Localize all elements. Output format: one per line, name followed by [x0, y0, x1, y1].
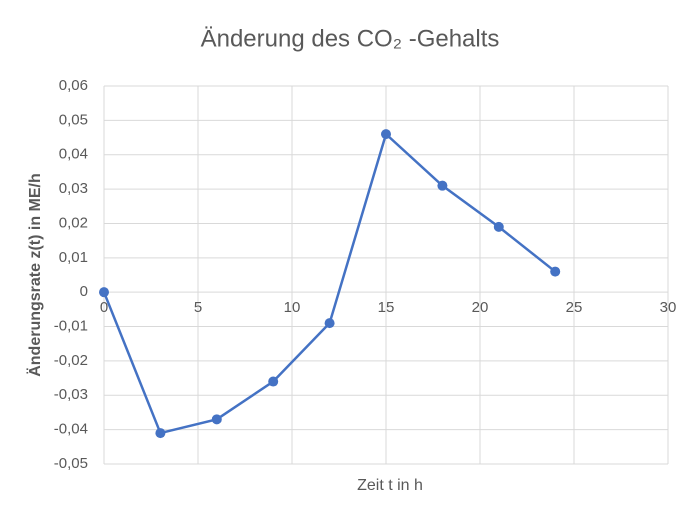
x-tick-label: 20 [472, 299, 489, 316]
y-tick-label: -0,04 [54, 421, 88, 438]
data-point [155, 428, 166, 439]
data-point [550, 266, 561, 277]
data-point [381, 129, 391, 140]
y-tick-label: 0 [80, 283, 88, 300]
x-tick-label: 0 [100, 299, 108, 316]
y-tick-label: -0,01 [54, 318, 88, 335]
y-tick-label: 0,01 [59, 249, 88, 266]
data-point [268, 376, 279, 387]
data-point [324, 318, 335, 329]
x-axis-label: Zeit t in h [357, 477, 423, 494]
x-tick-label: 30 [660, 299, 677, 316]
y-tick-label: 0,06 [59, 77, 88, 94]
y-tick-label: 0,04 [59, 146, 88, 163]
x-tick-label: 25 [566, 299, 583, 316]
x-tick-label: 5 [194, 299, 202, 316]
chart-title: Änderung des CO₂ -Gehalts [201, 25, 500, 52]
y-tick-label: -0,03 [54, 386, 88, 403]
data-point [211, 414, 222, 425]
x-tick-label: 10 [284, 299, 301, 316]
x-tick-label: 15 [378, 299, 395, 316]
data-point [437, 180, 448, 191]
y-tick-label: -0,05 [54, 455, 88, 472]
data-point [493, 221, 504, 232]
y-tick-label: 0,03 [59, 180, 88, 197]
data-point [99, 287, 109, 298]
y-tick-label: -0,02 [54, 352, 88, 369]
y-axis-label: Änderungsrate z(t) in ME/h [26, 173, 44, 377]
y-tick-label: 0,02 [59, 214, 88, 231]
y-tick-label: 0,05 [59, 111, 88, 128]
